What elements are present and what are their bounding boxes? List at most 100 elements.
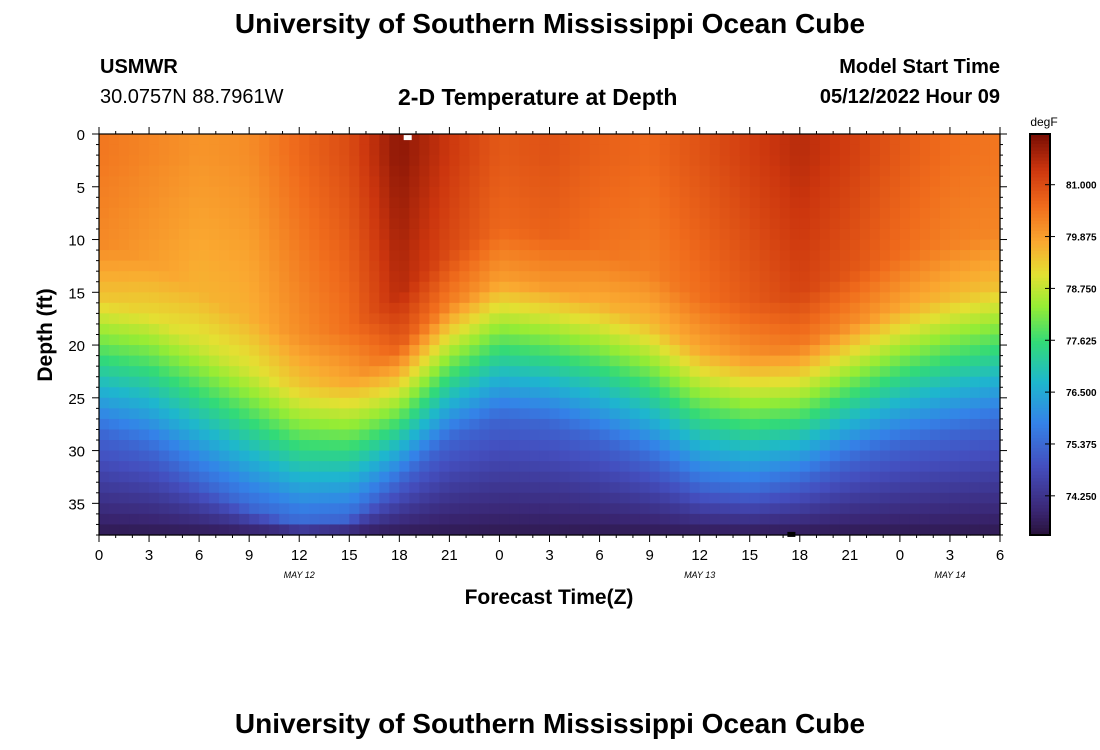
heatmap-cell [269,408,280,420]
heatmap-cell [709,207,721,220]
heatmap-cell [439,165,450,177]
heatmap-cell [179,355,190,367]
heatmap-cell [429,355,440,367]
heatmap-cell [659,176,671,188]
heatmap-cell [439,271,450,283]
heatmap-cell [889,271,901,283]
heatmap-cell [119,492,130,504]
heatmap-cell [869,271,881,283]
heatmap-cell [859,323,871,336]
heatmap-cell [469,281,481,293]
colorbar-swatch [1030,224,1050,229]
heatmap-cell [369,250,380,262]
heatmap-cell [329,345,340,357]
heatmap-cell [199,207,210,220]
heatmap-cell [209,281,220,293]
heatmap-cell [239,450,250,462]
heatmap-cell [819,260,831,272]
heatmap-cell [359,524,370,536]
heatmap-cell [729,134,741,146]
heatmap-cell [269,513,280,526]
heatmap-cell [799,408,811,420]
heatmap-cell [639,471,651,483]
heatmap-cell [949,323,961,336]
heatmap-cell [239,176,250,188]
heatmap-cell [119,450,130,462]
heatmap-cell [859,186,871,198]
heatmap-cell [339,134,350,146]
heatmap-cell [729,492,741,504]
heatmap-cell [269,260,280,272]
heatmap-cell [379,155,390,167]
heatmap-cell [729,144,741,156]
heatmap-cell [549,461,561,473]
y-tick-label: 35 [68,496,85,513]
heatmap-cell [889,408,901,420]
heatmap-cell [109,144,120,156]
heatmap-cell [829,239,841,251]
heatmap-cell [639,450,651,462]
heatmap-cell [399,376,410,388]
heatmap-cell [119,513,130,526]
heatmap-cell [169,524,180,536]
heatmap-cell [799,440,811,452]
heatmap-cell [109,376,120,388]
heatmap-cell [309,355,320,367]
heatmap-cell [129,165,140,177]
heatmap-cell [489,524,501,536]
heatmap-cell [359,408,370,420]
heatmap-cell [289,186,300,198]
heatmap-cell [379,492,390,504]
heatmap-cell [929,281,941,293]
heatmap-cell [369,144,380,156]
heatmap-cell [829,186,841,198]
heatmap-cell [349,292,360,304]
heatmap-cell [919,397,931,409]
heatmap-cell [569,186,581,198]
heatmap-cell [409,366,420,378]
heatmap-cell [439,471,450,483]
heatmap-cell [779,144,791,156]
heatmap-cell [279,387,290,399]
heatmap-cell [649,461,661,473]
heatmap-cell [399,197,410,209]
heatmap-cell [419,239,430,251]
heatmap-cell [339,186,350,198]
heatmap-cell [679,176,691,188]
heatmap-cell [439,144,450,156]
heatmap-cell [229,345,240,357]
heatmap-cell [939,313,951,325]
heatmap-cell [439,366,450,378]
heatmap-cell [649,292,661,304]
heatmap-cell [179,250,190,262]
heatmap-cell [309,492,320,504]
heatmap-cell [689,313,701,325]
heatmap-cell [239,513,250,526]
heatmap-cell [939,218,951,230]
heatmap-cell [149,228,160,241]
heatmap-cell [259,450,270,462]
heatmap-cell [129,345,140,357]
heatmap-cell [899,345,911,357]
heatmap-cell [779,482,791,494]
heatmap-cell [559,302,571,314]
heatmap-cell [829,228,841,241]
heatmap-cell [399,281,410,293]
heatmap-cell [899,440,911,452]
heatmap-cell [929,513,941,526]
heatmap-cell [179,197,190,209]
heatmap-cell [949,524,961,536]
heatmap-cell [449,250,460,262]
heatmap-cell [349,397,360,409]
heatmap-cell [589,376,601,388]
heatmap-cell [469,492,481,504]
heatmap-cell [879,450,891,462]
heatmap-cell [799,387,811,399]
heatmap-cell [499,281,511,293]
heatmap-cell [199,281,210,293]
date-label: MAY 14 [934,570,965,580]
heatmap-cell [619,429,631,441]
heatmap-cell [259,418,270,431]
heatmap-cell [549,524,561,536]
colorbar-swatch [1030,274,1050,279]
